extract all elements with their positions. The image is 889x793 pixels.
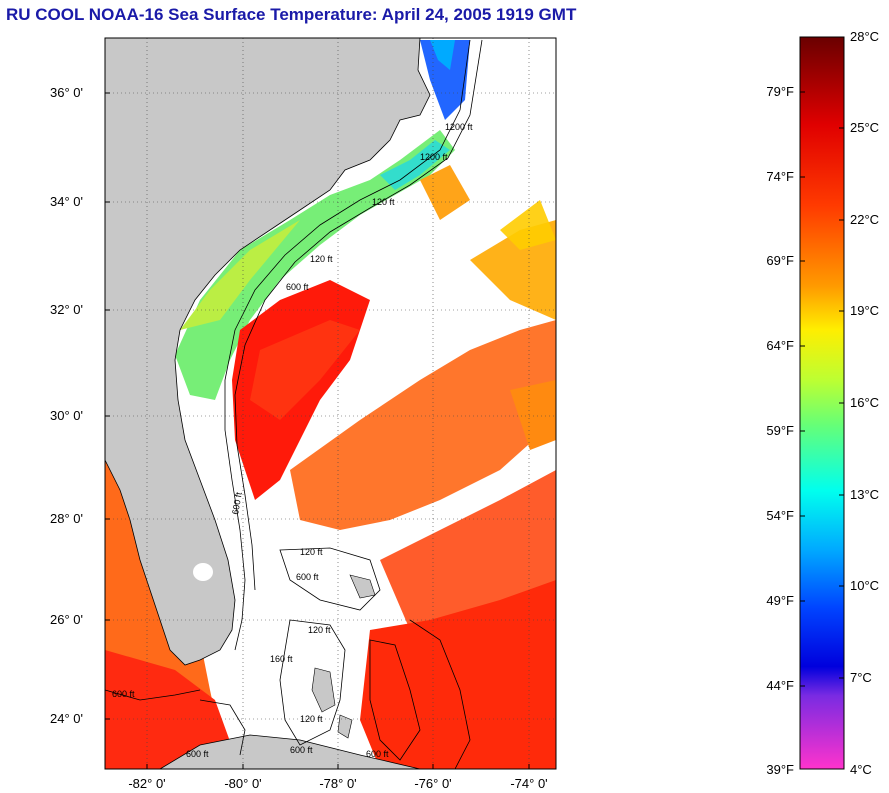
lat-label: 26° 0' <box>50 612 83 627</box>
colorbar-c-label: 13°C <box>850 487 880 502</box>
contour-label: 600 ft <box>366 749 389 759</box>
lat-label: 36° 0' <box>50 85 83 100</box>
colorbar-c-label: 22°C <box>850 212 880 227</box>
contour-label: 600 ft <box>286 282 309 292</box>
contour-label: 600 ft <box>112 689 135 699</box>
contour-label-group: 120 ft 600 ft 1200 ft 120 ft 600 ft 120 … <box>112 122 473 759</box>
lon-label: -76° 0' <box>414 776 452 791</box>
colorbar-c-label: 7°C <box>850 670 872 685</box>
lon-label: -78° 0' <box>319 776 357 791</box>
colorbar-f-label: 39°F <box>766 762 794 777</box>
lat-label: 24° 0' <box>50 711 83 726</box>
colorbar-c-label: 16°C <box>850 395 880 410</box>
colorbar-f-label: 69°F <box>766 253 794 268</box>
contour-label: 120 ft <box>300 714 323 724</box>
colorbar-c-label: 19°C <box>850 303 880 318</box>
contour-label: 600 ft <box>186 749 209 759</box>
coastal-cool-sst <box>175 130 455 400</box>
lon-label: -74° 0' <box>510 776 548 791</box>
map-frame <box>104 37 557 770</box>
lon-label: -80° 0' <box>224 776 262 791</box>
colorbar <box>799 36 845 770</box>
contour-label: 600 ft <box>290 745 313 755</box>
map-title: RU COOL NOAA-16 Sea Surface Temperature:… <box>6 5 577 24</box>
lat-label: 28° 0' <box>50 511 83 526</box>
contour-label: 1200 ft <box>420 152 448 162</box>
contour-label: 160 ft <box>270 654 293 664</box>
contour-label: 600 ft <box>296 572 319 582</box>
colorbar-f-label: 64°F <box>766 338 794 353</box>
colorbar-c-label: 10°C <box>850 578 880 593</box>
colorbar-c-label: 4°C <box>850 762 872 777</box>
contour-label: 120 ft <box>308 625 331 635</box>
colorbar-f-label: 54°F <box>766 508 794 523</box>
contour-label: 600 ft <box>230 491 244 515</box>
colorbar-f-label: 49°F <box>766 593 794 608</box>
colorbar-c-label: 25°C <box>850 120 880 135</box>
lat-label: 32° 0' <box>50 302 83 317</box>
colorbar-c-label: 28°C <box>850 29 880 44</box>
lat-label: 34° 0' <box>50 194 83 209</box>
colorbar-f-label: 44°F <box>766 678 794 693</box>
contour-label: 1200 ft <box>445 122 473 132</box>
us-landmass <box>105 38 431 666</box>
colorbar-f-label: 59°F <box>766 423 794 438</box>
lat-label: 30° 0' <box>50 408 83 423</box>
cuba <box>159 734 421 769</box>
colorbar-f-label: 79°F <box>766 84 794 99</box>
contour-label: 120 ft <box>372 197 395 207</box>
lon-label: -82° 0' <box>128 776 166 791</box>
colorbar-ticks <box>800 91 844 687</box>
contour-label: 120 ft <box>310 254 333 264</box>
contour-label: 120 ft <box>300 547 323 557</box>
colorbar-f-label: 74°F <box>766 169 794 184</box>
